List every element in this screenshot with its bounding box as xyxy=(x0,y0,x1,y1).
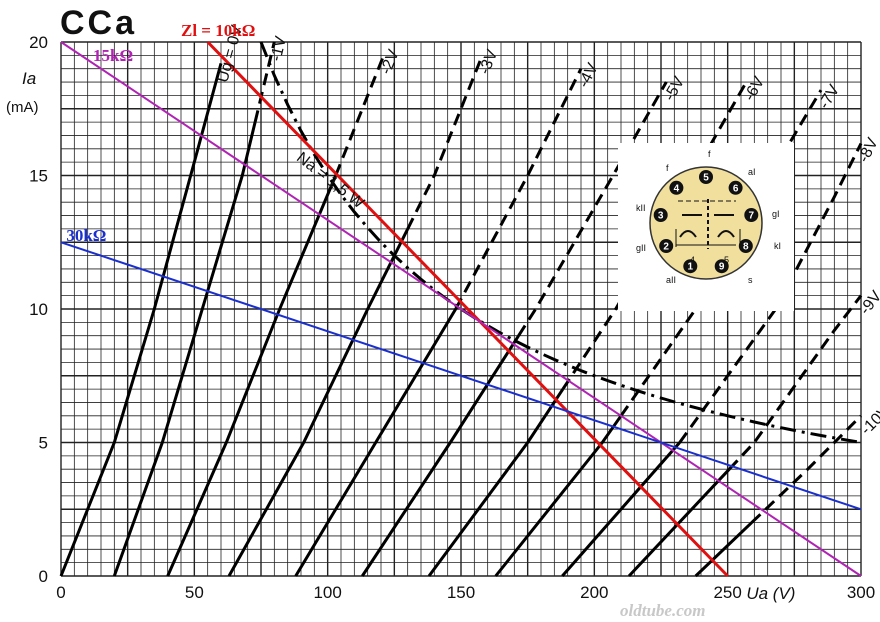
load-line-label: 30kΩ xyxy=(66,226,106,245)
curve-label: -1V xyxy=(268,34,290,62)
pinout-label-kI: kI xyxy=(774,241,781,251)
x-tick-label: 100 xyxy=(313,583,341,602)
pin-5 xyxy=(699,170,713,184)
curve-dashed-1V xyxy=(253,41,276,123)
curve-solid-9V xyxy=(627,468,731,578)
pinout-label-kII: kII xyxy=(636,203,646,213)
curve-solid-5V xyxy=(361,334,520,577)
pin-number: 2 xyxy=(663,242,669,253)
load-line-label: 15kΩ xyxy=(93,46,133,65)
curve-label: -6V xyxy=(741,74,768,104)
curve-dashed-2V xyxy=(334,54,386,177)
curve-dashed-9V xyxy=(728,294,863,471)
x-tick-label: 300 xyxy=(847,583,875,602)
curve-solid-2V xyxy=(166,174,338,577)
load-line-3 xyxy=(60,241,862,511)
pin-number: 3 xyxy=(658,211,664,222)
curve-label: -5V xyxy=(661,74,688,104)
y-tick-label: 20 xyxy=(29,33,48,52)
pin-number: 8 xyxy=(743,242,749,253)
x-axis-label: Ua (V) xyxy=(746,584,795,603)
pin-6 xyxy=(728,180,743,195)
max-dissipation-curve xyxy=(259,41,862,444)
curve-label: -4V xyxy=(575,60,601,90)
watermark: oldtube.com xyxy=(620,601,705,620)
curve-dashed-5V xyxy=(517,81,668,337)
load-line-2 xyxy=(60,41,862,577)
pin-number: 7 xyxy=(749,211,755,222)
chart-title: CCa xyxy=(60,4,137,42)
pinout-label-f1: f xyxy=(666,163,669,173)
pinout-label-gI: gI xyxy=(772,209,780,219)
curve-solid-1V xyxy=(112,121,257,577)
load-line-label: Zl = 10kΩ xyxy=(181,21,255,40)
x-tick-label: 200 xyxy=(580,583,608,602)
pin-9 xyxy=(714,259,729,274)
y-tick-label: 10 xyxy=(29,300,48,319)
pin-number: 1 xyxy=(688,262,694,273)
curve-solid-4V xyxy=(294,308,457,577)
y-tick-label: 5 xyxy=(39,434,48,453)
pinout-label-f2: f xyxy=(708,149,711,159)
x-tick-label: 250 xyxy=(713,583,741,602)
pin-3 xyxy=(653,208,668,222)
x-tick-label: 50 xyxy=(185,583,204,602)
x-tick-label: 0 xyxy=(56,583,65,602)
electrode-sketch xyxy=(675,199,741,249)
pinout-label-aII: aII xyxy=(666,275,676,285)
curve-solid-3V xyxy=(227,228,410,577)
pin-number: 5 xyxy=(703,173,709,184)
curve-solid-10V xyxy=(694,521,753,578)
pinout-label-4: 4 xyxy=(690,255,695,265)
pin-number: 6 xyxy=(733,183,739,194)
load-lines xyxy=(60,40,862,578)
curve-Ug0V xyxy=(59,63,223,577)
pin-number: 9 xyxy=(719,262,725,273)
y-axis-unit: (mA) xyxy=(6,99,39,116)
pin-set: 1 2 3 4 5 6 7 8 9 xyxy=(653,170,759,274)
curve-dashed-3V xyxy=(406,54,484,230)
x-tick-label: 150 xyxy=(447,583,475,602)
curve-solid-8V xyxy=(561,441,681,577)
pin-1 xyxy=(683,259,698,274)
load-line-1 xyxy=(206,40,729,578)
curve-label: -8V xyxy=(855,135,880,165)
curve-solid-7V xyxy=(494,414,623,577)
pinout-label-s: s xyxy=(748,275,753,285)
pinout-label-aI: aI xyxy=(748,167,756,177)
pinout-diagram: 1 2 3 4 5 6 7 8 9 f f aI kII gI gII kI aII s 4 5 xyxy=(618,143,794,311)
pinout-label-5: 5 xyxy=(724,255,729,265)
curve-dashed-8V xyxy=(678,142,863,444)
curve-dashed-7V xyxy=(619,89,823,417)
y-tick-label: 15 xyxy=(29,167,48,186)
pin-number: 4 xyxy=(674,183,680,194)
y-tick-label: 0 xyxy=(39,567,48,586)
curve-label: -3V xyxy=(476,47,501,77)
pin-2 xyxy=(659,239,674,253)
curve-dashed-10V xyxy=(750,414,863,524)
max-dissipation-label: Na = 1,5 W xyxy=(293,149,368,212)
pinout-label-gII: gII xyxy=(636,243,646,253)
pin-4 xyxy=(669,180,684,195)
y-axis-label: Ia xyxy=(22,69,36,88)
curve-dashed-4V xyxy=(454,68,583,310)
tube-socket xyxy=(649,166,763,280)
curve-label: -7V xyxy=(816,82,843,112)
pin-8 xyxy=(738,239,753,253)
curve-label: -9V xyxy=(857,288,880,318)
pin-7 xyxy=(744,208,759,222)
